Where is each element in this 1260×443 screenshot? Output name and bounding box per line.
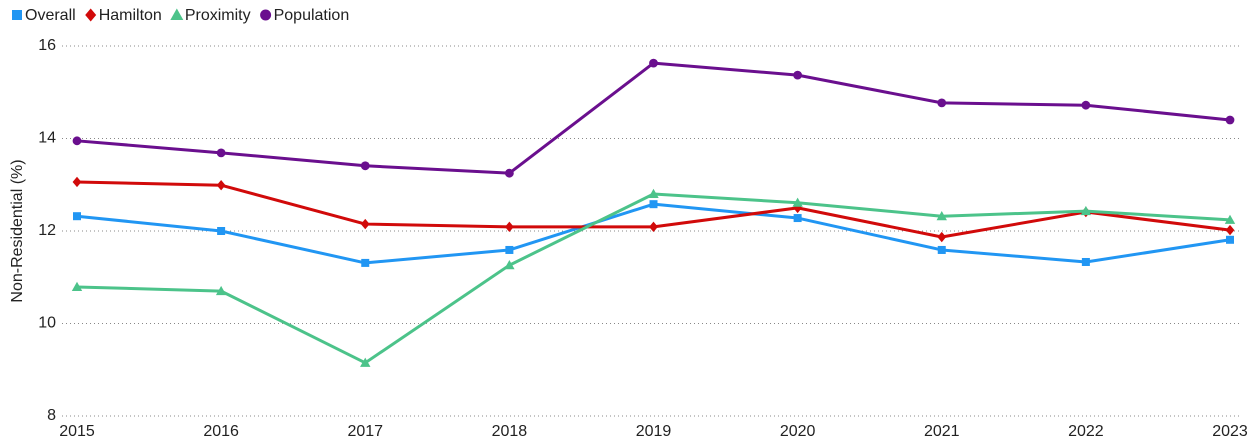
y-tick-label: 12 [38, 222, 56, 239]
y-tick-label: 14 [38, 130, 56, 147]
marker [73, 212, 81, 221]
marker [648, 188, 659, 198]
marker [793, 214, 802, 223]
x-tick-label: 2018 [492, 423, 528, 440]
legend-label: Hamilton [99, 7, 162, 24]
marker [1081, 100, 1091, 110]
x-tick-label: 2016 [203, 423, 239, 440]
marker [504, 221, 514, 233]
x-tick-label: 2019 [636, 423, 672, 440]
x-tick-label: 2023 [1212, 423, 1248, 440]
marker [937, 245, 946, 254]
marker [71, 281, 83, 291]
marker [72, 136, 82, 146]
marker [12, 10, 22, 20]
y-tick-label: 8 [47, 407, 56, 424]
marker [72, 176, 82, 188]
marker [793, 70, 803, 80]
marker [1225, 224, 1235, 236]
marker [360, 218, 370, 230]
marker [792, 197, 803, 207]
marker [216, 148, 226, 158]
marker [215, 285, 227, 296]
marker [216, 180, 226, 191]
marker [360, 161, 370, 171]
marker [170, 8, 184, 20]
marker [505, 245, 514, 254]
marker [937, 231, 947, 243]
y-tick-label: 16 [38, 37, 56, 54]
y-axis-label: Non-Residential (%) [9, 159, 26, 302]
marker [217, 227, 226, 235]
marker [361, 258, 370, 267]
marker [649, 200, 658, 209]
marker [360, 357, 371, 367]
marker [1225, 115, 1235, 125]
marker [504, 260, 515, 270]
marker [1081, 257, 1090, 266]
x-tick-label: 2022 [1068, 423, 1104, 440]
legend-label: Overall [25, 7, 76, 24]
marker [85, 8, 97, 22]
x-tick-label: 2021 [924, 423, 960, 440]
x-tick-label: 2017 [347, 423, 383, 440]
legend-label: Population [274, 7, 350, 24]
marker [1080, 205, 1092, 216]
marker [504, 168, 514, 178]
y-tick-label: 10 [38, 315, 56, 332]
marker [937, 98, 947, 108]
marker [649, 221, 658, 233]
marker [936, 211, 947, 221]
marker [1226, 235, 1234, 244]
x-tick-label: 2015 [59, 423, 95, 440]
marker [793, 202, 803, 214]
marker [1224, 214, 1236, 224]
x-tick-label: 2020 [780, 423, 816, 440]
series-line [76, 61, 1231, 175]
series-line [76, 192, 1231, 365]
legend-label: Proximity [185, 7, 251, 24]
marker [260, 9, 272, 21]
marker [649, 58, 658, 68]
